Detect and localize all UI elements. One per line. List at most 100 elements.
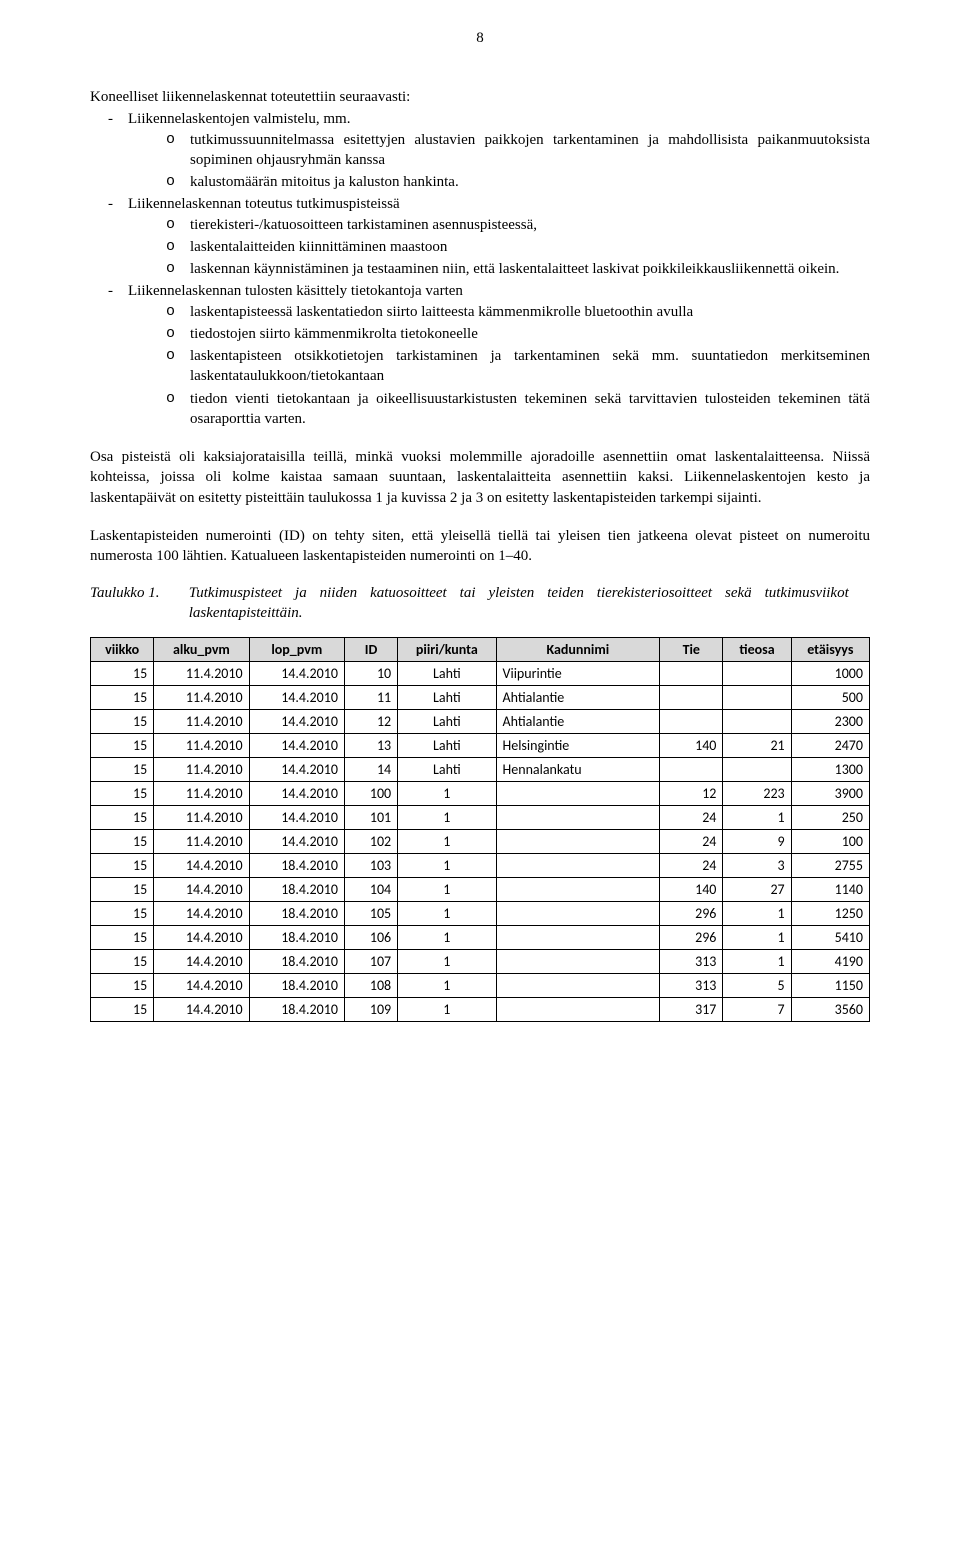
table-cell: 11.4.2010	[154, 686, 249, 710]
table-cell: 14.4.2010	[249, 686, 344, 710]
table-cell: 1	[398, 950, 496, 974]
table-cell: 100	[791, 830, 869, 854]
header-row: viikko alku_pvm lop_pvm ID piiri/kunta K…	[91, 638, 870, 662]
table-cell: 140	[660, 878, 723, 902]
table-cell: 1300	[791, 758, 869, 782]
table-cell: 15	[91, 950, 154, 974]
table-cell: 15	[91, 710, 154, 734]
th-piiri: piiri/kunta	[398, 638, 496, 662]
table-cell: 14.4.2010	[249, 806, 344, 830]
table-cell: 11.4.2010	[154, 782, 249, 806]
table-cell: 1	[398, 854, 496, 878]
sublist-1-item-0: tutkimussuunnitelmassa esitettyjen alust…	[128, 130, 870, 171]
table-cell: 15	[91, 686, 154, 710]
table-cell: 14.4.2010	[249, 830, 344, 854]
table-cell: 3900	[791, 782, 869, 806]
table-cell: 15	[91, 734, 154, 758]
table-cell: 11.4.2010	[154, 734, 249, 758]
th-alku: alku_pvm	[154, 638, 249, 662]
page-number: 8	[90, 30, 870, 47]
table-cell: 10	[344, 662, 397, 686]
table-cell: 1	[723, 902, 791, 926]
table-cell: 14.4.2010	[249, 734, 344, 758]
table-cell: 14.4.2010	[154, 950, 249, 974]
table-cell: 12	[344, 710, 397, 734]
table-cell: 106	[344, 926, 397, 950]
dash-item-1: Liikennelaskentojen valmistelu, mm. tutk…	[90, 109, 870, 192]
table-row: 1511.4.201014.4.201012LahtiAhtialantie23…	[91, 710, 870, 734]
table-cell: 101	[344, 806, 397, 830]
table-cell: 18.4.2010	[249, 950, 344, 974]
table-cell: 14.4.2010	[249, 782, 344, 806]
table-cell: 9	[723, 830, 791, 854]
dash-item-1-text: Liikennelaskentojen valmistelu, mm.	[128, 111, 350, 127]
table-cell: Lahti	[398, 758, 496, 782]
main-dash-list: Liikennelaskentojen valmistelu, mm. tutk…	[90, 109, 870, 429]
table-cell: Lahti	[398, 662, 496, 686]
table-cell	[723, 758, 791, 782]
sublist-2-item-1: laskentalaitteiden kiinnittäminen maasto…	[128, 237, 870, 257]
table-cell: 108	[344, 974, 397, 998]
table-cell: 11	[344, 686, 397, 710]
table-cell: 18.4.2010	[249, 974, 344, 998]
table-cell: 3560	[791, 998, 869, 1022]
sublist-1: tutkimussuunnitelmassa esitettyjen alust…	[128, 130, 870, 193]
dash-item-3-text: Liikennelaskennan tulosten käsittely tie…	[128, 283, 463, 299]
table-cell: 1	[398, 806, 496, 830]
table-cell	[496, 950, 660, 974]
th-kadun: Kadunnimi	[496, 638, 660, 662]
document-page: 8 Koneelliset liikennelaskennat toteutet…	[0, 0, 960, 1062]
caption-text: Tutkimuspisteet ja niiden katuosoitteet …	[189, 584, 849, 623]
table-body: 1511.4.201014.4.201010LahtiViipurintie10…	[91, 662, 870, 1022]
table-cell: 11.4.2010	[154, 662, 249, 686]
table-cell: 15	[91, 830, 154, 854]
table-cell: 18.4.2010	[249, 998, 344, 1022]
table-cell: 500	[791, 686, 869, 710]
table-cell	[723, 662, 791, 686]
table-cell: 317	[660, 998, 723, 1022]
table-cell: 2470	[791, 734, 869, 758]
table-cell	[723, 686, 791, 710]
table-cell: 15	[91, 902, 154, 926]
table-cell: 15	[91, 662, 154, 686]
table-cell: 24	[660, 830, 723, 854]
table-cell	[660, 686, 723, 710]
table-cell: 18.4.2010	[249, 854, 344, 878]
table-cell: 104	[344, 878, 397, 902]
table-row: 1514.4.201018.4.2010108131351150	[91, 974, 870, 998]
table-cell: 15	[91, 806, 154, 830]
table-cell: 11.4.2010	[154, 830, 249, 854]
table-cell: 5	[723, 974, 791, 998]
table-cell	[496, 878, 660, 902]
intro-block: Koneelliset liikennelaskennat toteutetti…	[90, 87, 870, 429]
sublist-2: tierekisteri-/katuosoitteen tarkistamine…	[128, 215, 870, 280]
table-cell	[496, 974, 660, 998]
sublist-3-item-3: tiedon vienti tietokantaan ja oikeellisu…	[128, 389, 870, 430]
th-tieosa: tieosa	[723, 638, 791, 662]
table-cell	[496, 998, 660, 1022]
table-cell: 102	[344, 830, 397, 854]
table-row: 1511.4.201014.4.20101001122233900	[91, 782, 870, 806]
dash-item-2-text: Liikennelaskennan toteutus tutkimuspiste…	[128, 196, 400, 212]
table-cell: 11.4.2010	[154, 806, 249, 830]
table-cell: 1	[398, 998, 496, 1022]
table-row: 1514.4.201018.4.201010312432755	[91, 854, 870, 878]
table-cell: 18.4.2010	[249, 878, 344, 902]
table-cell: 313	[660, 950, 723, 974]
table-cell: 27	[723, 878, 791, 902]
table-cell: Lahti	[398, 686, 496, 710]
table-row: 1511.4.201014.4.20101021 249100	[91, 830, 870, 854]
th-lop: lop_pvm	[249, 638, 344, 662]
table-cell: 1	[398, 926, 496, 950]
th-id: ID	[344, 638, 397, 662]
table-cell: 15	[91, 878, 154, 902]
table-cell: Helsingintie	[496, 734, 660, 758]
table-cell: 4190	[791, 950, 869, 974]
table-cell: 14.4.2010	[154, 974, 249, 998]
sublist-2-item-2: laskennan käynnistäminen ja testaaminen …	[128, 259, 870, 279]
th-etaisyys: etäisyys	[791, 638, 869, 662]
table-cell: 1	[398, 830, 496, 854]
table-cell: Ahtialantie	[496, 710, 660, 734]
table-cell: 13	[344, 734, 397, 758]
table-cell: 250	[791, 806, 869, 830]
